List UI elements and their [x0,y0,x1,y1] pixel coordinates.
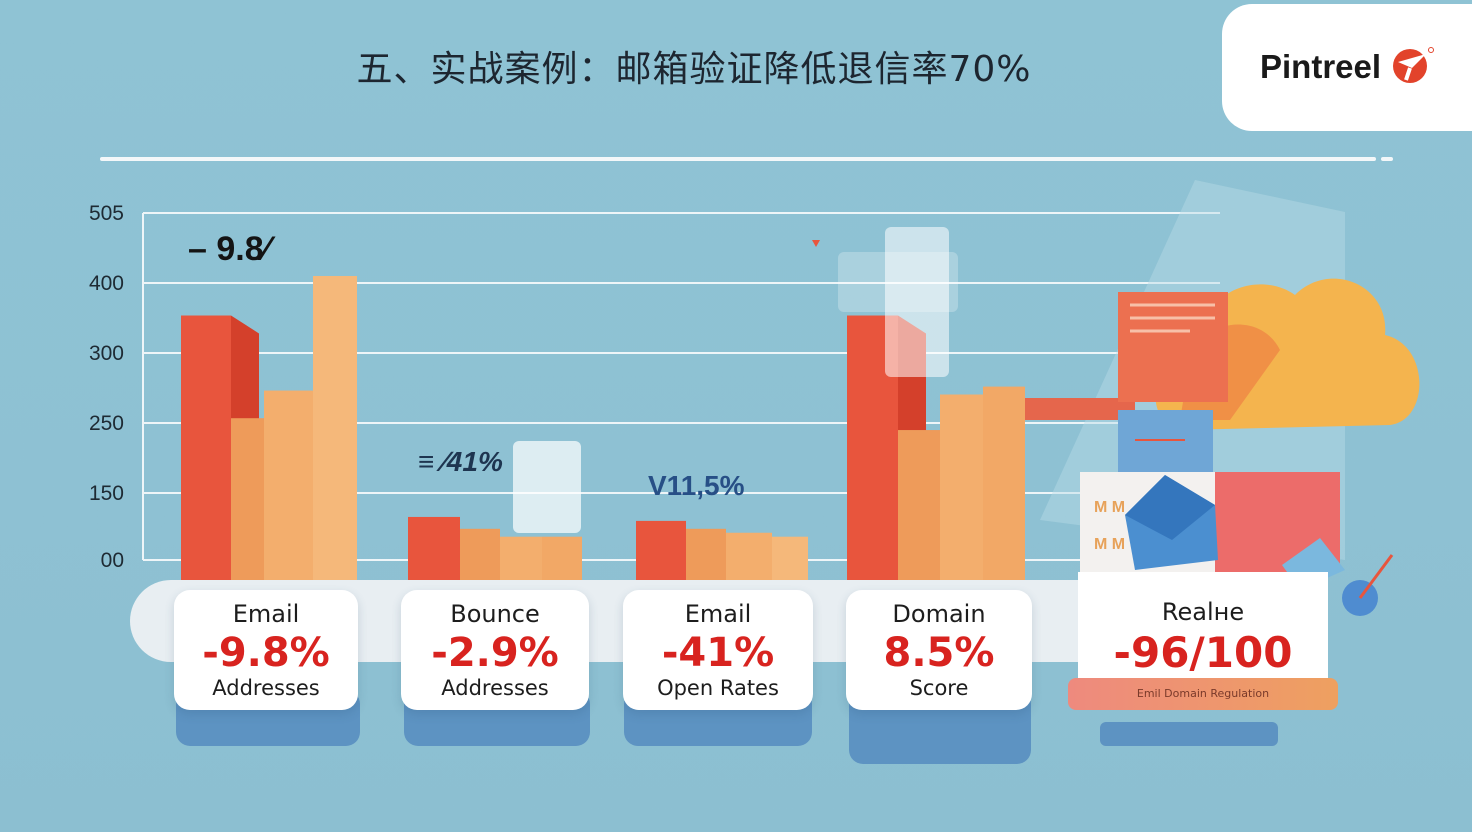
svg-text:M M: M M [1094,499,1125,516]
bar [408,516,460,592]
glass-panel [513,441,581,533]
stat-card-reputation: Realнe -96/100 [1078,572,1328,680]
bar-side [231,315,259,452]
stat-card-label: Email [232,600,300,628]
stat-card-label: Realнe [1161,598,1245,626]
annotation-group-2: ≡ ∕41% [418,446,503,477]
stat-card-label: Domain [892,600,986,628]
stat-card-value: -9.8% [202,630,330,676]
y-tick-label: 505 [89,202,124,225]
stat-card-sublabel: Open Rates [657,676,779,700]
bar [983,386,1025,592]
annotation-group-1: – 9.8⁄ [188,230,270,268]
glass-panel [838,252,958,312]
stat-card-value: -41% [661,630,775,676]
stat-card-bounce: Bounce -2.9% Addresses [401,590,589,710]
envelope-icon [1125,475,1215,540]
y-tick-label: 150 [89,482,124,505]
stat-card-label: Bounce [450,600,540,628]
decorative-illustration: M M M M [513,180,1420,616]
glass-panel [885,227,949,377]
y-tick-label: 00 [101,549,124,572]
y-tick-label: 250 [89,412,124,435]
stat-card-email: Email -9.8% Addresses [174,590,358,710]
brand-logo-text: Pintreel [1260,48,1382,85]
stat-card-value: -2.9% [431,630,559,676]
reputation-ribbon: Emil Domain Regulation [1068,678,1338,710]
page-title: 五、实战案例：邮箱验证降低退信率70% [356,49,1032,90]
stat-card-value: 8.5% [883,630,995,676]
stat-card-domain: Domain 8.5% Score [846,590,1032,710]
brand-logo-icon [1393,47,1434,83]
bar [231,418,264,592]
stat-card-value: -96/100 [1113,628,1293,677]
svg-text:M M: M M [1094,536,1125,553]
bar [940,394,983,592]
stat-card-label: Email [684,600,752,628]
reputation-pill [1100,722,1278,746]
logo-card: Pintreel [1222,4,1472,131]
bar [313,276,357,592]
bar [898,430,940,592]
stat-card-sublabel: Addresses [212,676,320,700]
document-shape [1118,292,1228,402]
y-tick-label: 400 [89,272,124,295]
header-divider [100,157,1376,161]
annotation-group-3: V11,5% [648,470,745,501]
bar [264,390,313,592]
stat-card-sublabel: Score [909,676,969,700]
bar [181,315,231,592]
stat-card-open-rates: Email -41% Open Rates [623,590,813,710]
header-divider-dot [1381,157,1393,161]
y-tick-label: 300 [89,342,124,365]
pipe-shape [1025,398,1135,420]
marker-triangle [812,240,820,247]
stat-card-sublabel: Addresses [441,676,549,700]
